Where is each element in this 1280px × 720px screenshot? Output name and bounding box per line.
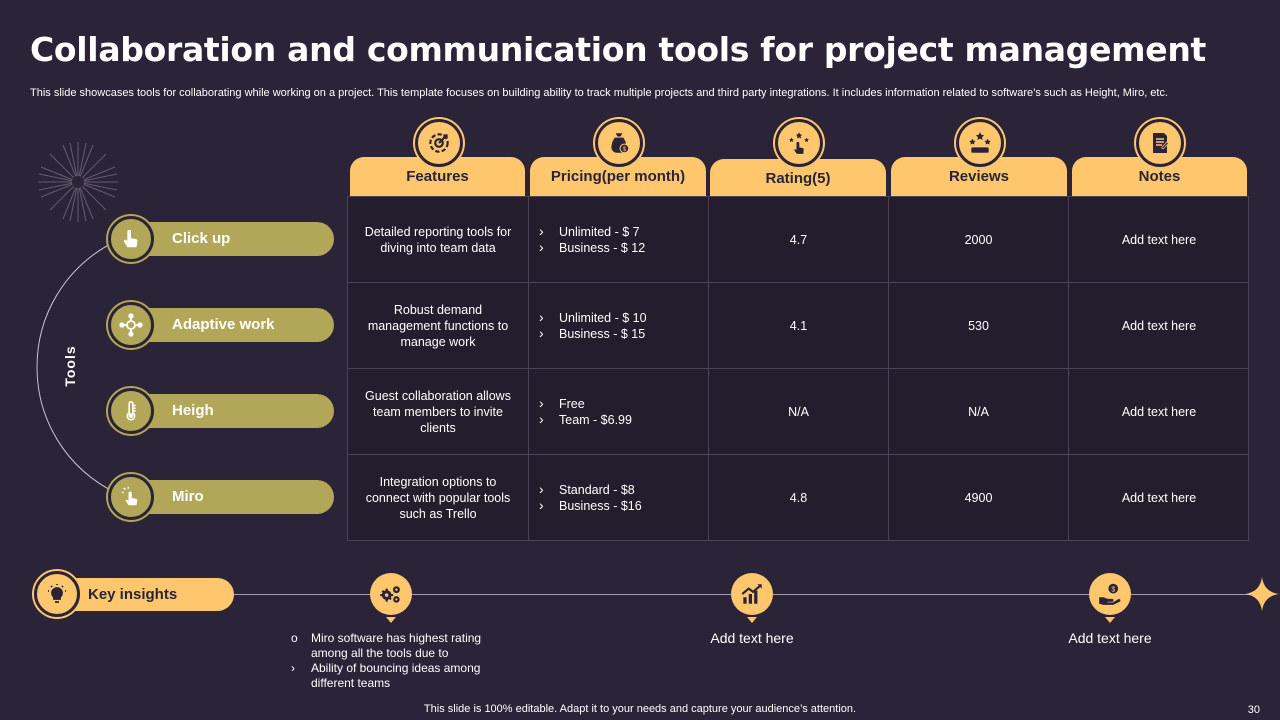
tool-name: Click up <box>172 230 231 247</box>
touch-gesture-icon <box>108 474 154 520</box>
cell-notes: Add text here <box>1121 491 1197 505</box>
cell-features: Guest collaboration allows team members … <box>348 369 529 455</box>
cell-features: Integration options to connect with popu… <box>348 455 529 541</box>
page-subtitle: This slide showcases tools for collabora… <box>30 87 1169 99</box>
cell-pricing: FreeTeam - $6.99 <box>529 369 709 455</box>
cell-reviews: 530 <box>889 283 1069 369</box>
cell-features: Robust demand management functions to ma… <box>348 283 529 369</box>
tool-name: Adaptive work <box>172 316 275 333</box>
circle-bullet: o <box>291 631 298 645</box>
review-stars-icon <box>956 119 1004 167</box>
cell-pricing: Standard - $8Business - $16 <box>529 455 709 541</box>
price-item: Business - $ 15 <box>539 325 647 342</box>
arrow-bullet: › <box>291 661 295 675</box>
page-number: 30 <box>1247 704 1260 716</box>
header-rating: Rating(5) <box>710 159 886 196</box>
sparkle-icon <box>1245 577 1279 611</box>
price-item: Standard - $8 <box>539 481 642 498</box>
tool-click-up: Click up <box>108 216 336 262</box>
tool-heigh: Heigh <box>108 388 336 434</box>
tool-name: Heigh <box>172 402 214 419</box>
comparison-table: Detailed reporting tools for diving into… <box>347 196 1249 541</box>
gears-icon <box>370 573 412 623</box>
growth-chart-icon <box>731 573 773 623</box>
cell-features: Detailed reporting tools for diving into… <box>348 197 529 283</box>
notepad-icon <box>1136 119 1184 167</box>
cell-rating: N/A <box>709 369 889 455</box>
cell-pricing: Unlimited - $ 7Business - $ 12 <box>529 197 709 283</box>
cell-pricing: Unlimited - $ 10Business - $ 15 <box>529 283 709 369</box>
cell-rating: 4.8 <box>709 455 889 541</box>
thermometer-icon <box>108 388 154 434</box>
cell-reviews: 4900 <box>889 455 1069 541</box>
header-notes: Notes <box>1072 157 1247 196</box>
svg-text:$: $ <box>623 146 627 153</box>
key-insights-pill: Key insights <box>52 578 234 611</box>
lightbulb-icon <box>34 571 80 617</box>
page-title: Collaboration and communication tools fo… <box>30 30 1206 69</box>
price-item: Unlimited - $ 7 <box>539 223 645 240</box>
tool-adaptive-work: Adaptive work <box>108 302 336 348</box>
cell-notes: Add text here <box>1069 369 1249 455</box>
cell-rating: 4.1 <box>709 283 889 369</box>
cell-notes: Add text here <box>1069 283 1249 369</box>
hand-pointer-icon <box>108 216 154 262</box>
money-bag-icon: $ <box>595 119 643 167</box>
stars-hand-icon <box>775 119 823 167</box>
cell-rating: 4.7 <box>709 197 889 283</box>
tools-arc <box>36 239 119 495</box>
footer-note: This slide is 100% editable. Adapt it to… <box>423 703 857 715</box>
svg-text:$: $ <box>1111 586 1115 593</box>
price-item: Business - $16 <box>539 497 642 514</box>
money-hand-icon: $ <box>1089 573 1131 623</box>
insight-text: Add text here <box>710 630 794 646</box>
price-item: Business - $ 12 <box>539 239 645 256</box>
network-icon <box>108 302 154 348</box>
price-item: Unlimited - $ 10 <box>539 309 647 326</box>
tool-name: Miro <box>172 488 204 505</box>
tools-label: Tools <box>62 345 78 387</box>
insights-list: o Miro software has highest rating among … <box>290 631 520 691</box>
cell-reviews: N/A <box>889 369 1069 455</box>
key-insights-label: Key insights <box>88 586 178 603</box>
insight-item: o Miro software has highest rating among … <box>291 631 482 660</box>
cell-reviews: 2000 <box>889 197 1069 283</box>
cell-notes: Add text here <box>1069 197 1249 283</box>
insight-item: › Ability of bouncing ideas among differe… <box>291 661 481 690</box>
insight-text: Add text here <box>1068 630 1152 646</box>
target-gear-icon <box>415 119 463 167</box>
price-item: Free <box>539 395 632 412</box>
price-item: Team - $6.99 <box>539 411 632 428</box>
sunburst-decoration <box>38 142 118 222</box>
tool-miro: Miro <box>108 474 336 520</box>
